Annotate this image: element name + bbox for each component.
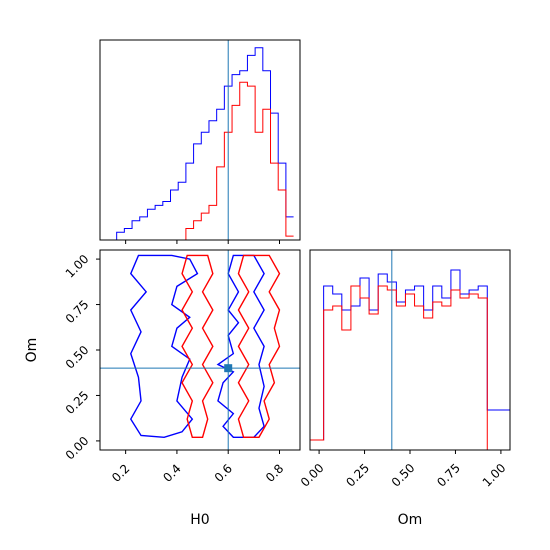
om-xtick-label-3: 0.75	[434, 461, 463, 490]
contour-ytick-label-0: 0.00	[63, 434, 92, 463]
om-hist-series-0	[310, 269, 510, 441]
h0-hist-frame	[99, 39, 301, 241]
contour-xlabel: H0	[190, 512, 209, 528]
contour-ytick-label-1: 0.25	[63, 388, 92, 417]
om-xtick-label-2: 0.50	[389, 461, 418, 490]
om-xtick-label-1: 0.25	[343, 461, 372, 490]
h0-histogram-panel	[99, 39, 301, 244]
contour-series-1-level-1	[237, 254, 281, 438]
contour-ytick-label-2: 0.50	[63, 343, 92, 372]
om-histogram-panel: 0.00 0.25 0.50 0.75 1.00 Om	[298, 249, 511, 528]
contour-xtick-label-1: 0.4	[160, 461, 183, 484]
om-xlabel: Om	[398, 512, 423, 528]
h0-hist-series-0	[108, 47, 294, 241]
contour-series-1-level-0	[181, 254, 214, 438]
contour-xtick-label-2: 0.6	[212, 461, 235, 484]
contour-ytick-label-4: 1.00	[63, 252, 92, 281]
h0-om-contour-panel: 0.2 0.4 0.6 0.8 0.00 0.25 0.50 0.75 1.00 H0 Om	[24, 249, 301, 528]
om-xtick-label-0: 0.00	[298, 461, 327, 490]
contour-ytick-label-3: 0.75	[63, 297, 92, 326]
contour-xtick-label-0: 0.2	[109, 461, 132, 484]
om-hist-series-1	[310, 285, 510, 451]
contour-series-0-level-0	[129, 254, 199, 438]
contour-frame	[99, 249, 301, 451]
om-xtick-label-4: 1.00	[480, 461, 509, 490]
om-hist-frame	[309, 249, 511, 451]
contour-truth-marker	[224, 364, 233, 373]
contour-xtick-label-3: 0.8	[263, 461, 286, 484]
contour-series-0-level-1	[216, 254, 265, 438]
contour-ylabel: Om	[24, 338, 40, 363]
h0-hist-series-1	[108, 81, 294, 241]
